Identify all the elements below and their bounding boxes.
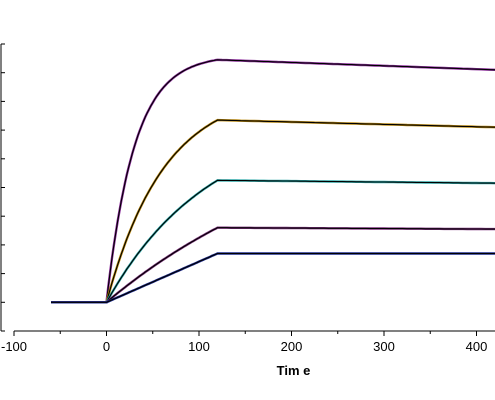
axes xyxy=(0,44,495,332)
series-1-fit-line xyxy=(51,59,495,303)
series-3-fit-line xyxy=(51,179,495,303)
series-5-fit-line xyxy=(51,252,495,303)
series-5-data-line xyxy=(51,252,495,304)
x-tick-label: 200 xyxy=(281,339,303,354)
curves xyxy=(51,58,495,304)
x-axis-title: Tim e xyxy=(277,363,311,378)
x-tick-label: -100 xyxy=(1,339,27,354)
ticks: -100 0 100 200 300 400 xyxy=(1,43,488,354)
series-2-fit-line xyxy=(51,119,495,303)
x-tick-label: 100 xyxy=(188,339,210,354)
series-2-data-line xyxy=(51,118,495,304)
x-tick-label: 300 xyxy=(373,339,395,354)
series-4-fit-line xyxy=(51,227,495,303)
x-tick-label: 400 xyxy=(466,339,488,354)
x-tick-label: 0 xyxy=(103,339,110,354)
